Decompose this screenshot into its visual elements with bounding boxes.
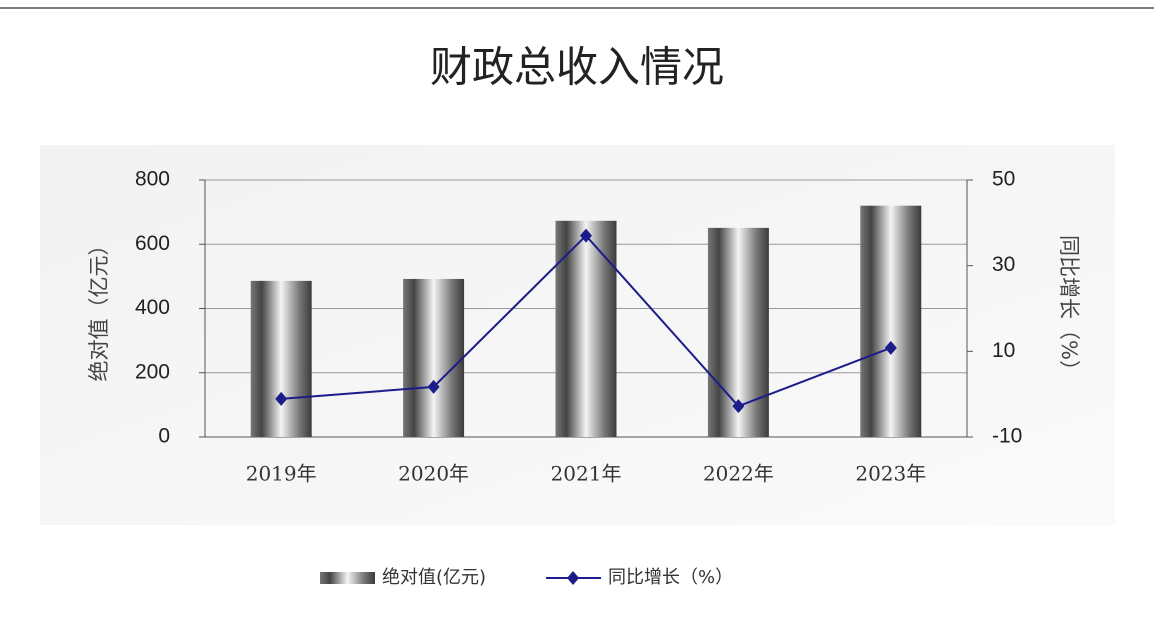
legend-label: 绝对值(亿元): [382, 567, 486, 588]
legend-label: 同比增长（%）: [608, 567, 733, 588]
bar: [860, 205, 922, 437]
marker: [732, 399, 745, 414]
x-tick-label: 2020年: [398, 462, 469, 486]
legend-swatch: [320, 572, 375, 584]
y2-tick-label: -10: [992, 425, 1022, 448]
x-tick-label: 2023年: [855, 462, 926, 486]
y-tick-label: 0: [158, 425, 170, 448]
marker: [884, 340, 897, 355]
y2-tick-label: 30: [992, 253, 1015, 276]
legend-marker: [567, 571, 580, 585]
y-axis-label: 绝对值（亿元）: [87, 235, 111, 382]
marker: [580, 228, 592, 243]
y2-axis-label: 同比增长（%）: [1057, 235, 1081, 381]
marker: [427, 379, 440, 394]
bar: [403, 278, 465, 437]
bar: [555, 220, 617, 437]
y-tick-label: 600: [135, 232, 170, 255]
y-tick-label: 200: [135, 360, 170, 383]
x-tick-label: 2019年: [246, 462, 317, 486]
bar: [250, 280, 312, 437]
x-tick-label: 2021年: [551, 462, 622, 486]
x-tick-label: 2022年: [703, 462, 774, 486]
marker: [275, 391, 288, 406]
chart-title: 财政总收入情况: [430, 43, 724, 92]
y2-tick-label: 10: [992, 339, 1015, 362]
y-tick-label: 400: [135, 296, 170, 319]
y2-tick-label: 50: [992, 168, 1015, 191]
y-tick-label: 800: [135, 168, 170, 191]
